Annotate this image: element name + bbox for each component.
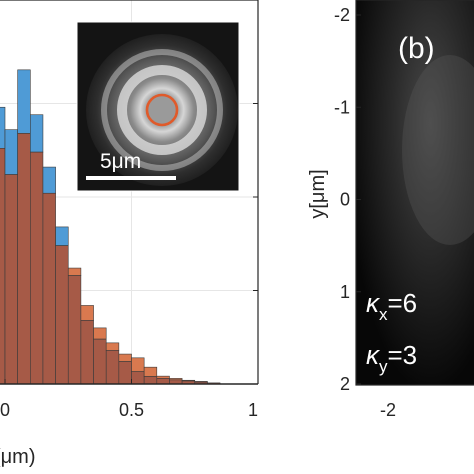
histogram-bar-excess bbox=[143, 366, 158, 377]
histogram-bar-excess bbox=[67, 267, 82, 276]
inset-core bbox=[148, 96, 176, 124]
histogram-bar-excess bbox=[4, 129, 18, 175]
histogram-ticks: 0 0.5 1 bbox=[0, 103, 259, 420]
histogram-panel: 00.51 (μm) 5μm bbox=[0, 0, 259, 468]
histogram-bar-excess bbox=[0, 106, 6, 149]
heatmap-x-tick-label: -2 bbox=[380, 400, 396, 420]
kappa-y-value: =3 bbox=[388, 340, 418, 370]
kappa-x-symbol: κ bbox=[366, 288, 381, 318]
histogram-bars bbox=[0, 69, 221, 384]
kappa-y-subscript: y bbox=[379, 357, 388, 376]
heatmap-y-tick-label: -1 bbox=[334, 97, 350, 117]
histogram-x-tick-label: 0.5 bbox=[119, 400, 144, 420]
inset-scalebar bbox=[86, 176, 176, 180]
inset-image: 5μm bbox=[76, 21, 240, 192]
kappa-y-symbol: κ bbox=[366, 340, 381, 370]
histogram-bar-overlap bbox=[29, 151, 44, 384]
histogram-bar-overlap bbox=[80, 320, 94, 384]
inset-outer-ring bbox=[101, 49, 223, 171]
histogram-bar-overlap bbox=[42, 192, 56, 384]
heatmap-y-tick-label: 2 bbox=[340, 374, 350, 394]
heatmap-y-tick-label: -2 bbox=[334, 5, 350, 25]
heatmap-frame bbox=[355, 0, 474, 386]
kappa-y-annotation: κy=3 bbox=[366, 340, 417, 376]
histogram-bar-excess bbox=[29, 114, 44, 153]
histogram-bar-excess bbox=[156, 375, 170, 379]
histogram-bar-overlap bbox=[143, 376, 158, 384]
histogram-bar-overlap bbox=[55, 245, 69, 384]
histogram-bar-overlap bbox=[93, 338, 107, 384]
kappa-x-value: =6 bbox=[388, 288, 418, 318]
histogram-x-tick-label: 1 bbox=[248, 400, 258, 420]
inset-middle-ring bbox=[117, 65, 207, 155]
histogram-bar-overlap bbox=[17, 133, 31, 384]
heatmap-y-tick-label: 0 bbox=[340, 190, 350, 210]
histogram-bar-excess bbox=[17, 69, 31, 134]
kappa-x-annotation: κx=6 bbox=[366, 288, 417, 324]
histogram-bar-overlap bbox=[67, 275, 82, 384]
histogram-bar-excess bbox=[55, 226, 69, 246]
kappa-x-subscript: x bbox=[379, 305, 388, 324]
panel-b-label: (b) bbox=[398, 32, 435, 65]
inset-scalebar-label: 5μm bbox=[100, 150, 141, 173]
histogram-x-tick-label: 0 bbox=[0, 400, 10, 420]
inset-fitted-ring bbox=[145, 93, 179, 127]
histogram-x-axis-label: (μm) bbox=[0, 446, 36, 468]
histogram-bar-overlap bbox=[0, 148, 6, 384]
histogram-bar-overlap bbox=[105, 350, 120, 384]
histogram-bar-overlap bbox=[4, 174, 18, 384]
heatmap-bright-spot bbox=[402, 55, 474, 245]
heatmap-y-tick-label: 1 bbox=[340, 282, 350, 302]
histogram-bar-overlap bbox=[156, 378, 170, 384]
histogram-bar-overlap bbox=[131, 371, 145, 384]
histogram-bar-excess bbox=[131, 357, 145, 372]
heatmap-y-axis-label: y[μm] bbox=[307, 169, 329, 218]
histogram-bar-overlap bbox=[118, 361, 132, 384]
histogram-bar-excess bbox=[42, 166, 56, 194]
heatmap-ticks: -2 -1 0 1 2 -2 bbox=[334, 5, 396, 420]
histogram-bar-excess bbox=[118, 353, 132, 362]
histogram-bar-excess bbox=[80, 305, 94, 321]
histogram-bar-excess bbox=[93, 327, 107, 340]
heatmap-image bbox=[356, 0, 474, 385]
histogram-bar-excess bbox=[105, 342, 120, 351]
